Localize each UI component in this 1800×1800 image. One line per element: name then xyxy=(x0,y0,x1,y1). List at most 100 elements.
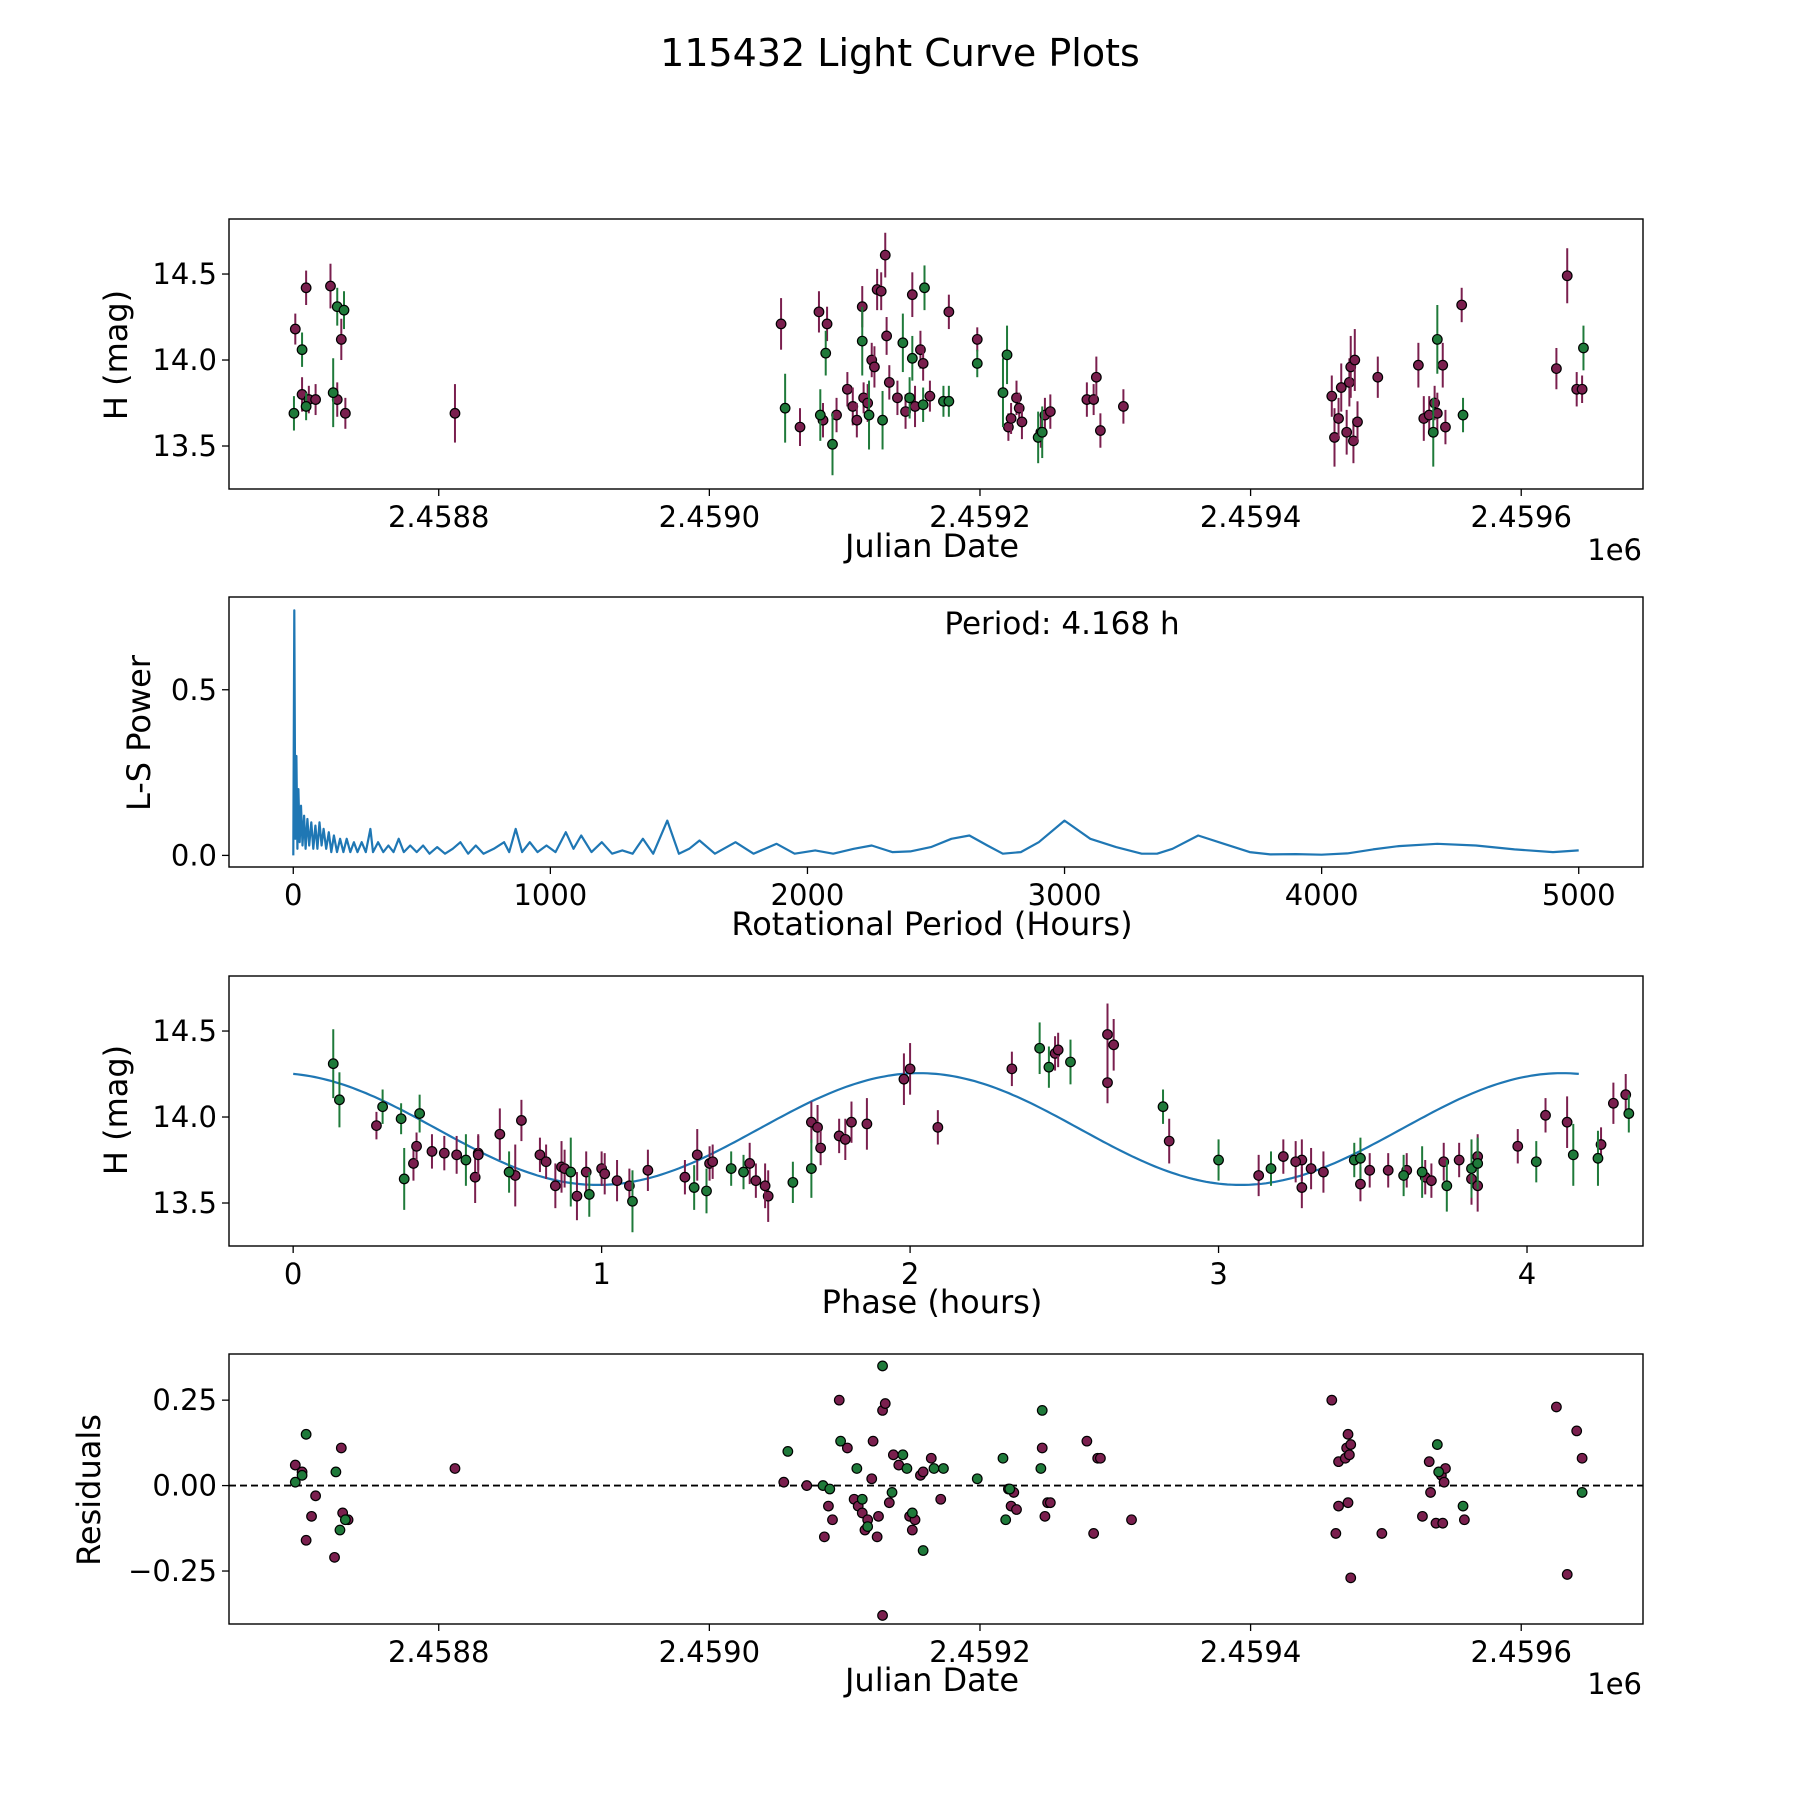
phased-point xyxy=(438,1147,450,1159)
residuals-point xyxy=(330,1466,342,1478)
phased-point xyxy=(1652,1088,1662,1098)
phased-point xyxy=(1416,1166,1428,1178)
phased-point xyxy=(611,1175,623,1187)
phased-point xyxy=(1006,1063,1018,1075)
lightcurve-point xyxy=(1372,371,1384,383)
residuals-point xyxy=(856,1493,868,1505)
phased-point xyxy=(534,1149,546,1161)
lightcurve-point xyxy=(924,390,936,402)
residuals-point xyxy=(289,1459,301,1471)
phased-point xyxy=(904,1063,916,1075)
residuals-point xyxy=(841,1442,853,1454)
phased-point xyxy=(327,1058,339,1070)
residuals-point xyxy=(1433,1466,1445,1478)
lightcurve-point xyxy=(877,414,888,426)
lightcurve-point xyxy=(1576,383,1588,395)
lightcurve-point xyxy=(904,392,916,404)
phased-point xyxy=(1355,1178,1366,1190)
phased-point xyxy=(1355,1152,1366,1164)
residuals-ylabel: Residuals xyxy=(70,1414,108,1566)
residuals-point xyxy=(1425,1487,1436,1498)
residuals-offset-label: 1e6 xyxy=(1587,1667,1642,1701)
phased-point xyxy=(861,1118,873,1130)
lightcurve-point xyxy=(1090,371,1102,383)
phased-point xyxy=(1592,1152,1604,1164)
lightcurve-point xyxy=(851,414,863,426)
residuals-ytick-label: −0.25 xyxy=(128,1554,217,1588)
phased-point xyxy=(1034,1042,1046,1054)
phased-point xyxy=(1277,1151,1289,1162)
phased-xtick-label: 1 xyxy=(592,1257,610,1291)
phased-point xyxy=(494,1128,506,1140)
lightcurve-point xyxy=(1118,401,1129,412)
residuals-point xyxy=(1457,1500,1469,1512)
periodogram-ytick-label: 0.5 xyxy=(171,673,217,707)
residuals-point xyxy=(1551,1401,1562,1413)
residuals-frame xyxy=(228,1353,1644,1625)
figure-title: 115432 Light Curve Plots xyxy=(660,31,1140,75)
residuals-point xyxy=(883,1497,895,1509)
residuals-point xyxy=(449,1463,461,1474)
periodogram-xtick-label: 5000 xyxy=(1542,878,1616,912)
phased-point xyxy=(701,1185,712,1197)
phased-point xyxy=(688,1182,700,1193)
phased-point xyxy=(1065,1056,1076,1068)
lightcurve-point xyxy=(1427,426,1439,438)
residuals-point xyxy=(1342,1428,1354,1440)
lightcurve-offset-label: 1e6 xyxy=(1587,533,1642,567)
residuals-point xyxy=(906,1507,918,1519)
lightcurve-point xyxy=(310,394,321,405)
residuals-point xyxy=(886,1487,898,1498)
phased-point xyxy=(583,1189,595,1200)
phased-point xyxy=(1213,1154,1224,1166)
residuals-point xyxy=(873,1510,884,1522)
lightcurve-point xyxy=(1036,426,1048,438)
residuals-xtick-label: 2.4596 xyxy=(1470,1635,1571,1669)
residuals-ytick-label: 0.00 xyxy=(152,1469,217,1503)
phased-xlabel: Phase (hours) xyxy=(822,1283,1043,1321)
phased-point xyxy=(1163,1135,1175,1147)
lightcurve-point xyxy=(971,358,983,369)
residuals-xtick-label: 2.4594 xyxy=(1200,1635,1301,1669)
phased-point xyxy=(1382,1164,1394,1176)
phased-point xyxy=(377,1101,389,1113)
residuals-point xyxy=(1035,1463,1047,1474)
residuals-point xyxy=(1330,1528,1342,1539)
phased-point xyxy=(750,1175,762,1187)
phased-point xyxy=(787,1176,799,1188)
residuals-point xyxy=(1036,1442,1048,1454)
phased-panel: Phase (hours) H (mag) 0 1 2 3 4 13.5 14.0 14.5 xyxy=(97,975,1662,1321)
lightcurve-point xyxy=(879,249,891,261)
residuals-xtick-label: 2.4592 xyxy=(929,1635,1030,1669)
residuals-point xyxy=(917,1545,929,1556)
lightcurve-point xyxy=(1335,382,1347,393)
phased-point xyxy=(707,1156,719,1168)
phased-point xyxy=(426,1146,438,1157)
phased-point xyxy=(414,1108,426,1119)
phased-point xyxy=(1623,1108,1635,1119)
residuals-point xyxy=(827,1514,838,1526)
residuals-point xyxy=(329,1551,340,1563)
lightcurve-point xyxy=(1349,354,1361,366)
phased-point xyxy=(1253,1170,1265,1181)
lightcurve-frame xyxy=(228,218,1644,490)
lightcurve-xtick-label: 2.4588 xyxy=(388,500,489,534)
phased-point xyxy=(744,1158,756,1169)
lightcurve-point xyxy=(820,347,832,359)
residuals-point xyxy=(289,1476,301,1488)
residuals-point xyxy=(997,1452,1009,1464)
lightcurve-point xyxy=(997,387,1009,399)
phased-plot-area xyxy=(293,1003,1662,1233)
residuals-point xyxy=(897,1449,909,1461)
phased-point xyxy=(1530,1156,1542,1168)
phased-point xyxy=(1043,1061,1055,1073)
residuals-xtick-label: 2.4588 xyxy=(388,1635,489,1669)
lightcurve-point xyxy=(779,402,791,414)
residuals-point xyxy=(925,1452,937,1464)
residuals-point xyxy=(1561,1569,1573,1580)
phased-xtick-label: 2 xyxy=(901,1257,919,1291)
lightcurve-point xyxy=(449,407,461,419)
lightcurve-point xyxy=(892,392,903,404)
phased-point xyxy=(1364,1164,1376,1176)
